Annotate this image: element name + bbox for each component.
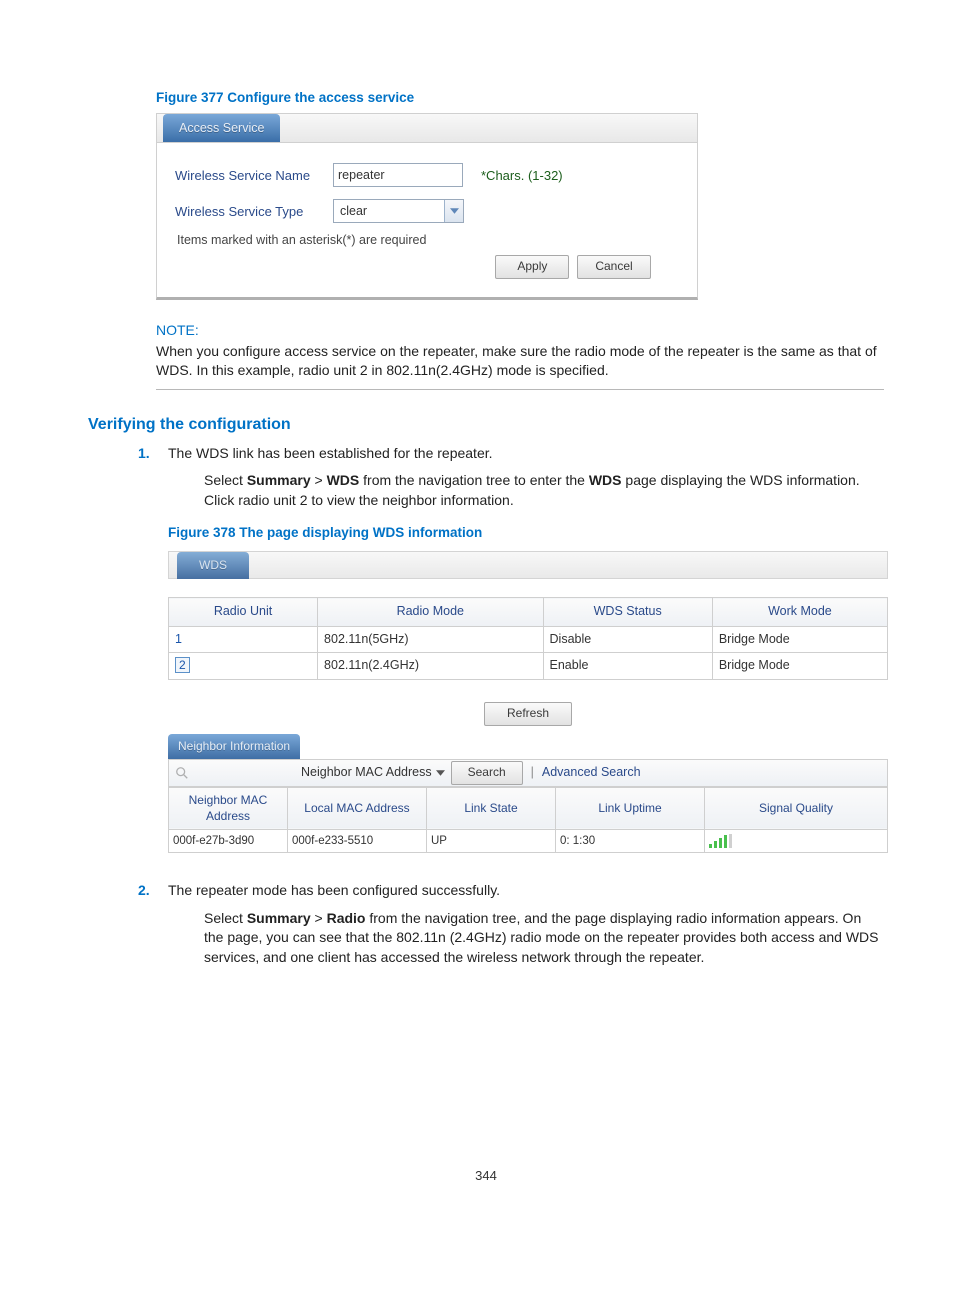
nb-th-link-state: Link State [427, 787, 556, 830]
required-helper-text: Items marked with an asterisk(*) are req… [177, 233, 683, 247]
refresh-button[interactable]: Refresh [484, 702, 572, 726]
nb-r1-signal-quality [705, 830, 888, 853]
service-type-select[interactable]: clear [333, 199, 464, 223]
panel-tab-bar: Access Service [157, 114, 697, 143]
search-button[interactable]: Search [451, 761, 523, 785]
figure-377-panel: Access Service Wireless Service Name *Ch… [156, 113, 698, 300]
wds-r2-mode: 802.11n(2.4GHz) [318, 653, 543, 680]
nb-r1-local-mac: 000f-e233-5510 [288, 830, 427, 853]
note-body: When you configure access service on the… [156, 342, 884, 390]
step-1-lead: The WDS link has been established for th… [168, 445, 493, 461]
neighbor-search-bar: Neighbor MAC Address Search | Advanced S… [168, 759, 888, 787]
cancel-button[interactable]: Cancel [577, 255, 651, 279]
dropdown-arrow-icon[interactable] [444, 200, 463, 222]
step-2-paragraph: Select Summary > Radio from the navigati… [204, 909, 884, 968]
service-name-hint: *Chars. (1-32) [477, 157, 683, 193]
step-1: The WDS link has been established for th… [138, 444, 884, 854]
access-service-tab[interactable]: Access Service [163, 114, 280, 142]
apply-button[interactable]: Apply [495, 255, 569, 279]
wds-r1-unit[interactable]: 1 [169, 626, 318, 653]
nb-th-link-uptime: Link Uptime [556, 787, 705, 830]
search-divider: | [529, 764, 536, 782]
note-heading: NOTE: [156, 322, 884, 338]
chevron-down-icon [436, 770, 445, 776]
section-verifying-heading: Verifying the configuration [88, 416, 884, 434]
step-2-lead: The repeater mode has been configured su… [168, 882, 500, 898]
wds-th-radio-mode: Radio Mode [318, 598, 543, 627]
nb-r1-neighbor-mac: 000f-e27b-3d90 [169, 830, 288, 853]
signal-bars-icon [709, 834, 883, 848]
neighbor-row-1[interactable]: 000f-e27b-3d90 000f-e233-5510 UP 0: 1:30 [169, 830, 888, 853]
search-field-dropdown[interactable]: Neighbor MAC Address [301, 764, 445, 782]
nb-th-signal-quality: Signal Quality [705, 787, 888, 830]
nb-th-neighbor-mac: Neighbor MAC Address [169, 787, 288, 830]
wds-th-radio-unit: Radio Unit [169, 598, 318, 627]
wds-th-wds-status: WDS Status [543, 598, 712, 627]
wds-r1-mode: 802.11n(5GHz) [318, 626, 543, 653]
step-2: The repeater mode has been configured su… [138, 881, 884, 967]
wds-r1-work: Bridge Mode [712, 626, 887, 653]
wds-r2-work: Bridge Mode [712, 653, 887, 680]
nb-r1-link-state: UP [427, 830, 556, 853]
search-input[interactable] [195, 764, 295, 782]
wds-th-work-mode: Work Mode [712, 598, 887, 627]
service-name-label: Wireless Service Name [171, 157, 329, 193]
figure-378-caption: Figure 378 The page displaying WDS infor… [168, 524, 884, 543]
service-name-input[interactable] [333, 163, 463, 187]
search-icon [175, 766, 189, 780]
nb-r1-link-uptime: 0: 1:30 [556, 830, 705, 853]
wds-r2-unit[interactable]: 2 [169, 653, 318, 680]
step-1-paragraph: Select Summary > WDS from the navigation… [204, 471, 884, 510]
service-type-label: Wireless Service Type [171, 193, 329, 229]
wds-row-1[interactable]: 1 802.11n(5GHz) Disable Bridge Mode [169, 626, 888, 653]
service-type-value: clear [334, 204, 444, 218]
page-number: 344 [88, 1168, 884, 1183]
figure-378-panel: WDS Radio Unit Radio Mode WDS Status Wor… [168, 551, 888, 853]
nb-th-local-mac: Local MAC Address [288, 787, 427, 830]
wds-tab[interactable]: WDS [177, 552, 249, 579]
wds-r2-status: Enable [543, 653, 712, 680]
advanced-search-link[interactable]: Advanced Search [542, 764, 641, 782]
wds-tab-bar: WDS [168, 551, 888, 579]
neighbor-information-header: Neighbor Information [168, 734, 300, 759]
wds-r1-status: Disable [543, 626, 712, 653]
wds-row-2[interactable]: 2 802.11n(2.4GHz) Enable Bridge Mode [169, 653, 888, 680]
figure-377-caption: Figure 377 Configure the access service [156, 90, 884, 105]
wds-table: Radio Unit Radio Mode WDS Status Work Mo… [168, 597, 888, 680]
neighbor-table: Neighbor MAC Address Local MAC Address L… [168, 787, 888, 854]
